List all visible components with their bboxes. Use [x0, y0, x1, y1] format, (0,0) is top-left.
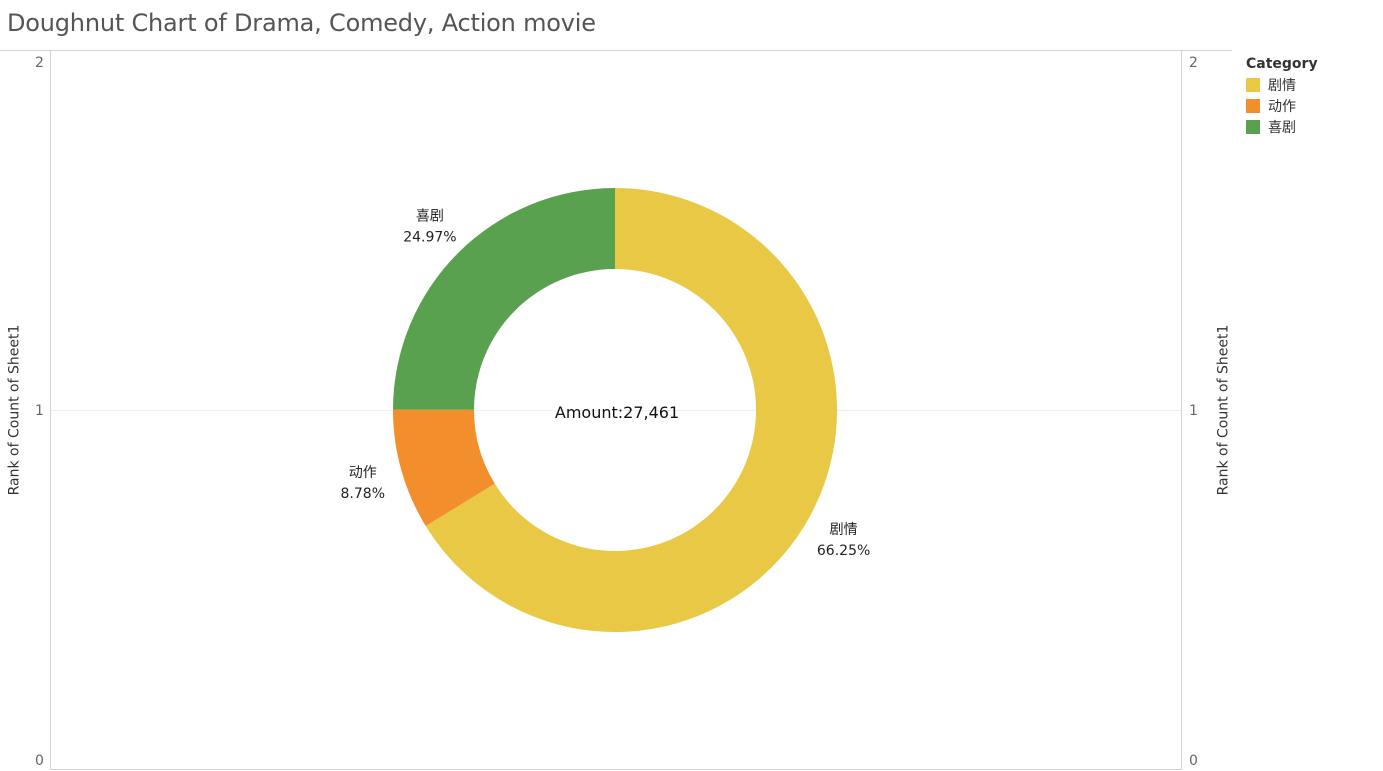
slice-category-label: 喜剧: [416, 209, 444, 225]
title-divider: [0, 50, 1232, 51]
legend: Category 剧情 动作 喜剧: [1246, 56, 1318, 137]
slice-group: [393, 188, 837, 633]
slice-category-label: 动作: [349, 465, 377, 481]
left-tick-2: 2: [35, 55, 44, 71]
legend-item-drama[interactable]: 剧情: [1246, 74, 1318, 95]
legend-swatch: [1246, 119, 1260, 134]
legend-item-comedy[interactable]: 喜剧: [1246, 116, 1318, 137]
right-tick-2: 2: [1189, 55, 1198, 71]
right-tick-1: 1: [1189, 403, 1198, 419]
right-tick-0: 0: [1189, 753, 1198, 769]
gridline-1: [51, 410, 1181, 411]
left-axis-line: [50, 51, 51, 770]
slice-label-group: 剧情 66.25% 动作 8.78% 喜剧 24.97%: [341, 209, 871, 559]
legend-label: 剧情: [1268, 77, 1296, 94]
left-tick-1: 1: [35, 403, 44, 419]
legend-item-action[interactable]: 动作: [1246, 95, 1318, 116]
legend-label: 动作: [1268, 98, 1296, 115]
chart-title: Doughnut Chart of Drama, Comedy, Action …: [7, 9, 596, 37]
slice-percent-label: 24.97%: [403, 230, 456, 246]
legend-swatch: [1246, 77, 1260, 92]
slice-percent-label: 66.25%: [817, 543, 870, 559]
legend-title: Category: [1246, 56, 1318, 72]
left-tick-0: 0: [35, 753, 44, 769]
slice-action[interactable]: [393, 409, 495, 526]
bottom-axis-line: [50, 769, 1182, 770]
center-total-label: Amount:27,461: [555, 403, 679, 422]
slice-drama[interactable]: [425, 188, 837, 633]
slice-category-label: 剧情: [830, 522, 858, 538]
legend-swatch: [1246, 98, 1260, 113]
slice-percent-label: 8.78%: [341, 486, 385, 502]
right-axis-line: [1181, 51, 1182, 770]
legend-label: 喜剧: [1268, 119, 1296, 136]
slice-comedy[interactable]: [393, 188, 615, 410]
